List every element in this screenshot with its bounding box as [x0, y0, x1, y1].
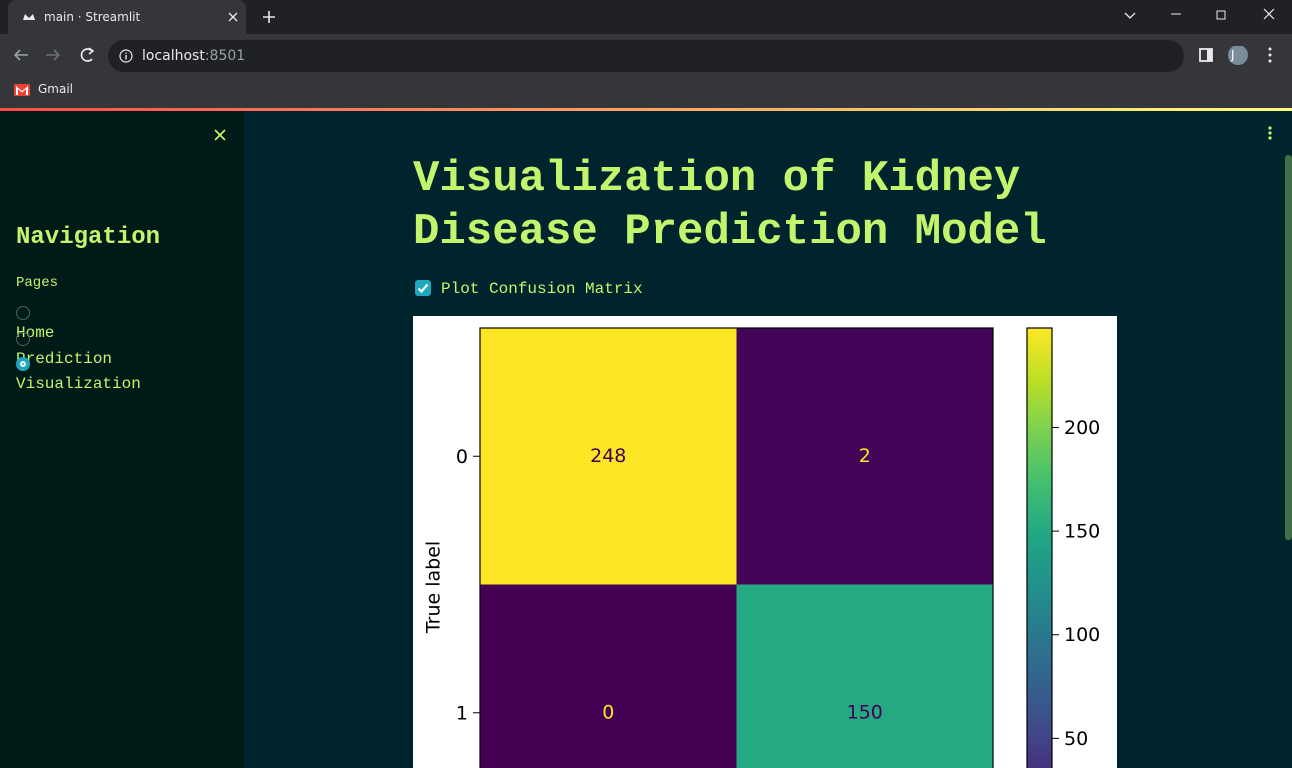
gmail-icon — [14, 84, 30, 96]
sidebar-title: Navigation — [16, 224, 161, 251]
radio-dot[interactable] — [16, 331, 30, 346]
bookmarks-bar: Gmail — [0, 76, 1292, 108]
radio-label: Pages — [16, 275, 59, 291]
cell-label: 0 — [602, 701, 614, 723]
new-tab[interactable] — [262, 10, 276, 24]
y-tick-label: 1 — [456, 702, 468, 724]
scrollbar[interactable] — [1285, 155, 1292, 540]
favicon — [23, 14, 35, 20]
checkbox-label: Plot Confusion Matrix — [441, 280, 643, 298]
url-port: :8501 — [204, 48, 246, 64]
radio-option[interactable]: Home — [16, 303, 54, 342]
heatmap-cell — [480, 328, 737, 585]
tab-bar: main · Streamlit — [0, 0, 1292, 34]
colorbar — [1026, 327, 1053, 768]
colorbar-tick-label: 50 — [1064, 728, 1088, 750]
chart: 248 2 0 150 0 1 True label 50 100 150 200 — [413, 316, 1117, 768]
url-host: localhost — [142, 48, 205, 64]
avatar: J — [1231, 48, 1235, 62]
checkbox[interactable]: Plot Confusion Matrix — [415, 279, 643, 299]
check-mark — [417, 283, 429, 294]
heatmap-cell — [736, 328, 993, 585]
y-axis-label: True label — [423, 541, 445, 634]
colorbar-tick-label: 100 — [1064, 624, 1100, 646]
sidebar — [0, 111, 244, 768]
nav-buttons[interactable] — [12, 46, 102, 64]
radio-text: Prediction — [16, 349, 113, 368]
y-tick-label: 0 — [456, 446, 468, 468]
tab-title: main · Streamlit — [44, 10, 141, 24]
window-controls[interactable] — [1120, 8, 1285, 24]
address-bar[interactable]: localhost:8501 — [108, 40, 1184, 72]
radio-text: Visualization — [16, 375, 141, 393]
cell-label: 2 — [859, 445, 871, 467]
decoration — [0, 108, 1292, 111]
close-tab[interactable] — [228, 12, 238, 22]
cell-label: 150 — [847, 701, 883, 723]
bookmark[interactable]: Gmail — [38, 82, 74, 96]
tab[interactable]: main · Streamlit — [8, 0, 246, 34]
cell-label: 248 — [590, 445, 626, 467]
colorbar-tick-label: 150 — [1064, 521, 1100, 543]
heatmap-cell — [736, 584, 993, 768]
colorbar-tick-label: 200 — [1064, 417, 1100, 439]
radio-dot[interactable] — [16, 357, 30, 371]
radio-option[interactable]: Visualization — [16, 354, 141, 393]
radio-option[interactable]: Prediction — [16, 329, 112, 368]
checkbox-box[interactable] — [415, 280, 431, 296]
close-sidebar[interactable] — [213, 128, 227, 142]
page-title: Visualization of Kidney Disease Predicti… — [413, 154, 1047, 257]
axes-frame — [479, 327, 994, 768]
radio-dot[interactable] — [16, 306, 30, 320]
main-menu[interactable] — [1266, 126, 1274, 142]
heatmap-cell — [480, 584, 737, 768]
site-info[interactable] — [119, 49, 133, 63]
